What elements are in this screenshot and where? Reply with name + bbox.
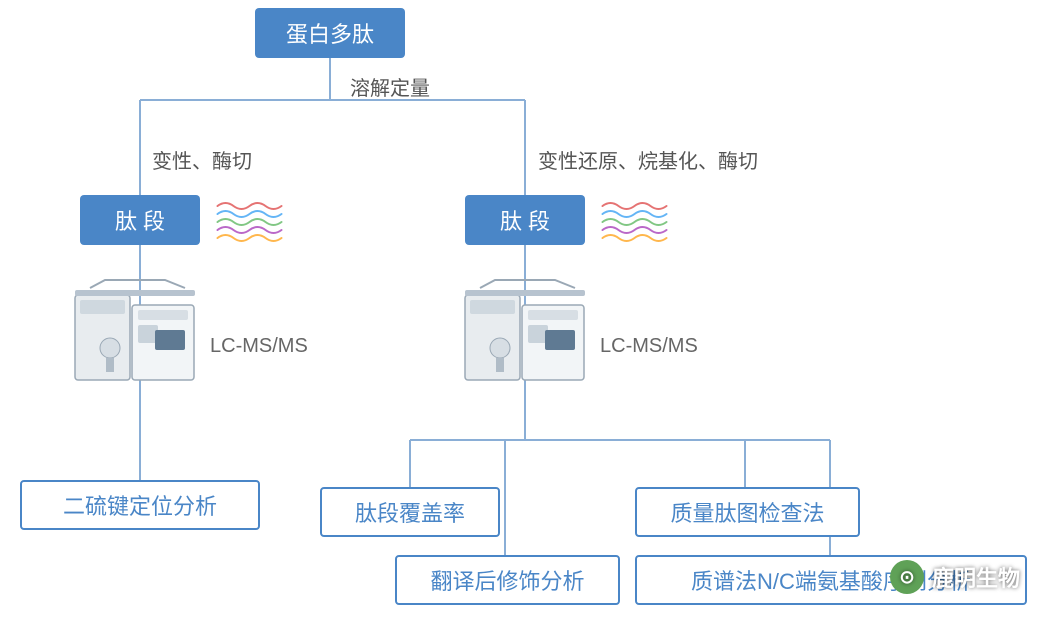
instrument-lcms-right (460, 270, 590, 395)
node-result-peptide-coverage: 肽段覆盖率 (320, 487, 500, 537)
peptide-squiggles-left (215, 198, 290, 253)
edge-label-lcms-left: LC-MS/MS (210, 335, 308, 358)
instrument-lcms-left (70, 270, 200, 395)
watermark-text: 鹿明生物 (932, 561, 1020, 593)
node-result-peptide-mapping: 质量肽图检查法 (635, 487, 860, 537)
peptide-squiggles-right (600, 198, 675, 253)
watermark-logo-icon: ⊙ (890, 560, 924, 594)
node-peptide-left: 肽 段 (80, 195, 200, 245)
watermark: ⊙ 鹿明生物 (890, 560, 1020, 594)
edge-label-left-process: 变性、酶切 (152, 145, 252, 174)
node-result-disulfide: 二硫键定位分析 (20, 480, 260, 530)
node-peptide-right: 肽 段 (465, 195, 585, 245)
edge-label-solubilize: 溶解定量 (350, 72, 430, 101)
edge-label-lcms-right: LC-MS/MS (600, 335, 698, 358)
node-result-ptm: 翻译后修饰分析 (395, 555, 620, 605)
node-root: 蛋白多肽 (255, 8, 405, 58)
edge-label-right-process: 变性还原、烷基化、酶切 (538, 145, 758, 174)
